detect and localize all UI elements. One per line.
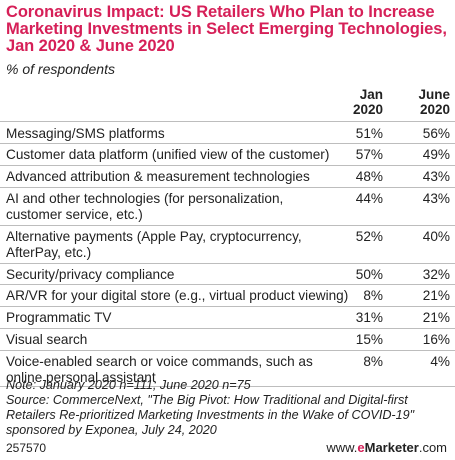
row-value-june: 43% <box>422 191 450 206</box>
row-divider <box>0 187 455 188</box>
row-label: Messaging/SMS platforms <box>6 126 165 141</box>
row-label: Alternative payments (Apple Pay, cryptoc… <box>6 229 302 260</box>
column-header-jan-line1: Jan <box>359 87 383 102</box>
row-divider <box>0 284 455 285</box>
row-value-june: 43% <box>422 169 450 184</box>
table-row: Programmatic TV 31% 21% <box>0 307 455 329</box>
row-label: Customer data platform (unified view of … <box>6 147 330 162</box>
column-header-june-line2: 2020 <box>419 102 450 117</box>
row-label: Voice-enabled search or voice commands, … <box>6 354 313 385</box>
table-top-rule <box>0 121 455 122</box>
row-label: Visual search <box>6 332 88 347</box>
emarketer-logo: www.eMarketer.com <box>326 440 447 455</box>
table-row: Alternative payments (Apple Pay, cryptoc… <box>0 226 455 264</box>
row-value-jan: 48% <box>355 169 383 184</box>
row-divider <box>0 328 455 329</box>
column-header-jan-line2: 2020 <box>352 102 383 117</box>
logo-name: Marketer <box>364 440 419 455</box>
row-value-jan: 31% <box>355 310 383 325</box>
table-row: Visual search 15% 16% <box>0 329 455 351</box>
row-divider <box>0 306 455 307</box>
row-value-jan: 57% <box>355 147 383 162</box>
footnote-source: Source: CommerceNext, "The Big Pivot: Ho… <box>6 393 415 437</box>
row-value-june: 21% <box>422 288 450 303</box>
row-value-june: 40% <box>422 229 450 244</box>
row-label: Advanced attribution & measurement techn… <box>6 169 310 184</box>
row-value-jan: 52% <box>355 229 383 244</box>
row-label: AI and other technologies (for personali… <box>6 191 284 222</box>
row-value-june: 21% <box>422 310 450 325</box>
chart-title: Coronavirus Impact: US Retailers Who Pla… <box>6 3 447 55</box>
row-value-june: 32% <box>422 267 450 282</box>
row-divider <box>0 350 455 351</box>
table-row: AR/VR for your digital store (e.g., virt… <box>0 285 455 307</box>
row-value-jan: 44% <box>355 191 383 206</box>
row-divider <box>0 263 455 264</box>
table-row: Security/privacy compliance 50% 32% <box>0 264 455 285</box>
row-value-jan: 15% <box>355 332 383 347</box>
table-row: Messaging/SMS platforms 51% 56% <box>0 122 455 144</box>
column-header-june-line1: June <box>418 87 450 102</box>
row-value-june: 4% <box>430 354 450 369</box>
chart-id: 257570 <box>6 441 47 455</box>
table-row: Advanced attribution & measurement techn… <box>0 166 455 188</box>
footnote: Note: January 2020 n=111; June 2020 n=75… <box>6 378 451 438</box>
footnote-sample-size: Note: January 2020 n=111; June 2020 n=75 <box>6 378 251 392</box>
row-label: AR/VR for your digital store (e.g., virt… <box>6 288 349 303</box>
row-divider <box>0 225 455 226</box>
row-value-june: 49% <box>422 147 450 162</box>
table-body: Messaging/SMS platforms 51% 56% Customer… <box>0 122 455 387</box>
table-row: Voice-enabled search or voice commands, … <box>0 351 455 387</box>
table-row: AI and other technologies (for personali… <box>0 188 455 226</box>
row-label: Security/privacy compliance <box>6 267 175 282</box>
row-value-june: 56% <box>422 126 450 141</box>
row-value-jan: 8% <box>363 288 383 303</box>
row-divider <box>0 143 455 144</box>
row-value-jan: 50% <box>355 267 383 282</box>
logo-prefix: www. <box>326 440 358 455</box>
row-divider <box>0 386 455 387</box>
row-divider <box>0 165 455 166</box>
logo-e: e <box>357 440 365 455</box>
chart-subtitle: % of respondents <box>6 61 115 77</box>
column-header-jan-2020: Jan 2020 <box>345 87 383 117</box>
row-value-jan: 51% <box>355 126 383 141</box>
row-value-jan: 8% <box>363 354 383 369</box>
logo-suffix: .com <box>418 440 447 455</box>
row-label: Programmatic TV <box>6 310 112 325</box>
row-value-june: 16% <box>422 332 450 347</box>
column-header-june-2020: June 2020 <box>410 87 450 117</box>
table-row: Customer data platform (unified view of … <box>0 144 455 166</box>
